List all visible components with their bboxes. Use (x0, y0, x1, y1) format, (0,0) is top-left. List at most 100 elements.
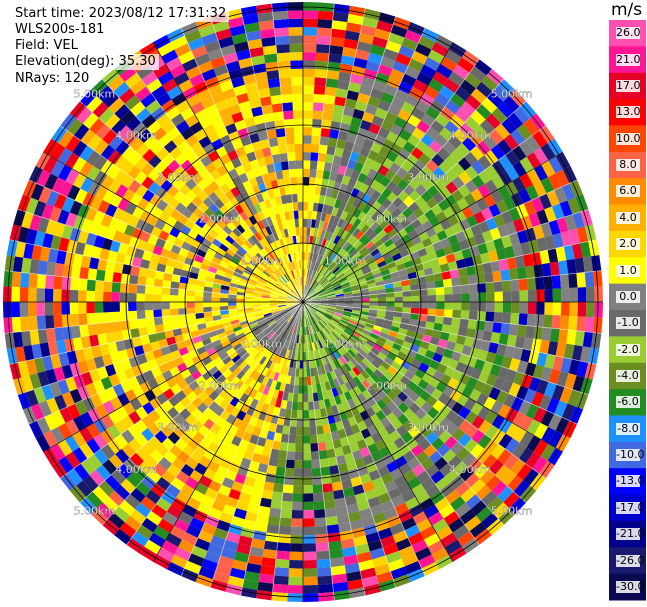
velocity-gate (348, 369, 357, 379)
velocity-gate (357, 465, 369, 477)
velocity-gate (436, 294, 445, 302)
velocity-gate (310, 143, 320, 153)
velocity-gate (229, 396, 240, 407)
velocity-gate (358, 261, 368, 269)
velocity-gate (363, 325, 374, 333)
velocity-gate (340, 220, 349, 230)
velocity-gate (314, 284, 322, 291)
velocity-gate (552, 288, 562, 302)
velocity-gate (250, 360, 259, 370)
velocity-gate (347, 579, 364, 591)
velocity-gate (251, 487, 264, 498)
velocity-gate (195, 375, 206, 386)
velocity-gate (385, 292, 395, 298)
velocity-gate (481, 383, 494, 397)
velocity-gate (79, 442, 94, 459)
velocity-gate (443, 348, 454, 359)
velocity-gate (385, 550, 402, 564)
velocity-gate (271, 592, 288, 602)
velocity-gate (358, 233, 368, 244)
velocity-gate (456, 142, 471, 158)
velocity-gate (387, 32, 405, 46)
velocity-gate (198, 566, 216, 580)
velocity-gate (343, 232, 352, 242)
velocity-gate (170, 315, 180, 323)
colorbar-tick-label: -21.0 (616, 527, 645, 541)
velocity-gate (501, 280, 512, 292)
ray-separator (302, 301, 505, 526)
velocity-gate (295, 368, 300, 377)
velocity-gate (386, 202, 398, 214)
velocity-gate (287, 341, 293, 351)
velocity-gate (89, 334, 100, 348)
velocity-gate (313, 194, 320, 204)
velocity-gate (228, 363, 239, 373)
velocity-gate (352, 376, 362, 386)
velocity-gate (316, 310, 325, 316)
velocity-gate (143, 369, 155, 382)
velocity-gate (394, 455, 408, 468)
velocity-gate (279, 77, 292, 87)
velocity-gate (526, 435, 542, 452)
velocity-gate (450, 441, 465, 456)
velocity-gate (398, 128, 412, 142)
velocity-gate (365, 531, 381, 544)
velocity-gate (163, 322, 173, 332)
velocity-gate (290, 409, 298, 419)
velocity-gate (273, 19, 289, 29)
velocity-gate (158, 456, 172, 471)
velocity-gate (333, 235, 341, 245)
velocity-gate (468, 283, 478, 294)
velocity-gate (371, 403, 382, 414)
velocity-gate (212, 571, 230, 584)
velocity-gate (282, 321, 289, 329)
velocity-gate (390, 233, 401, 243)
velocity-gate (546, 190, 560, 207)
velocity-gate (391, 385, 403, 397)
velocity-gate (362, 480, 375, 493)
velocity-gate (369, 298, 378, 302)
velocity-gate (369, 305, 378, 310)
velocity-gate (288, 384, 295, 394)
velocity-gate (508, 268, 519, 281)
velocity-gate (303, 401, 309, 411)
velocity-gate (266, 340, 274, 350)
velocity-gate (328, 422, 338, 433)
velocity-gate (256, 436, 267, 447)
velocity-gate (411, 235, 422, 246)
velocity-gate (78, 313, 88, 326)
velocity-gate (349, 73, 364, 85)
velocity-gate (449, 475, 465, 490)
velocity-gate (303, 435, 311, 444)
velocity-gate (402, 385, 414, 397)
velocity-gate (326, 309, 335, 314)
velocity-gate (332, 283, 342, 289)
velocity-gate (386, 302, 395, 307)
velocity-gate (67, 468, 83, 486)
velocity-gate (115, 406, 129, 421)
velocity-gate (143, 455, 159, 470)
velocity-gate (209, 334, 220, 343)
velocity-gate (330, 163, 340, 174)
velocity-gate (323, 258, 331, 268)
range-ring-label: 1.00km (241, 254, 283, 267)
velocity-gate (350, 248, 359, 258)
velocity-gate (498, 433, 513, 449)
velocity-gate (451, 162, 465, 177)
velocity-gate (271, 440, 281, 451)
velocity-gate (265, 359, 273, 369)
velocity-gate (95, 404, 109, 419)
velocity-gate (369, 88, 384, 100)
velocity-gate (219, 335, 229, 344)
velocity-gate (323, 248, 330, 258)
velocity-gate (359, 508, 373, 520)
velocity-gate (485, 424, 499, 440)
velocity-gate (315, 245, 322, 255)
velocity-gate (322, 111, 333, 121)
velocity-gate (516, 229, 529, 244)
velocity-gate (401, 73, 417, 87)
velocity-gate (493, 312, 503, 323)
velocity-gate (228, 461, 241, 474)
velocity-gate (323, 491, 335, 501)
velocity-gate (161, 437, 175, 451)
